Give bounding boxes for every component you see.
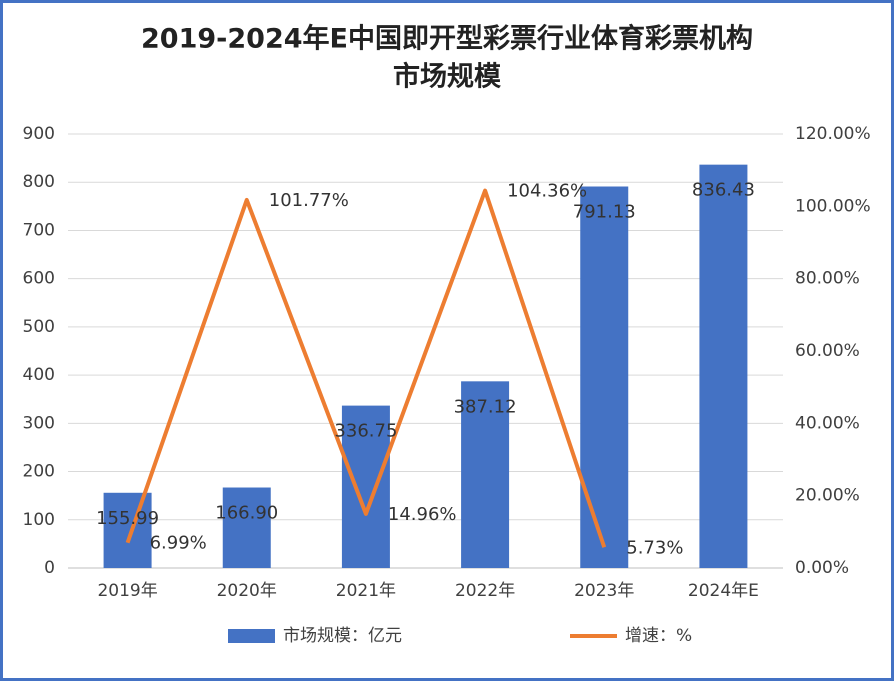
line-value-label: 6.99%: [150, 533, 207, 554]
bar-value-label: 155.99: [96, 508, 159, 529]
y-tick-label: 800: [23, 172, 55, 192]
bar: [699, 164, 748, 569]
y2-tick-label: 40.00%: [795, 413, 860, 433]
bar: [461, 381, 510, 568]
chart-title: 市场规模: [393, 61, 501, 93]
line-value-label: 101.77%: [269, 190, 349, 211]
legend-label: 市场规模：亿元: [283, 626, 402, 646]
y-tick-label: 600: [23, 269, 55, 289]
bar-value-label: 836.43: [692, 180, 755, 201]
bar: [222, 487, 271, 568]
line: [125, 188, 607, 548]
bar: [103, 492, 152, 568]
y-tick-label: 100: [23, 510, 55, 530]
bar-value-label: 336.75: [334, 421, 397, 442]
x-tick-label: 2024年E: [688, 581, 759, 601]
y2-tick-label: 20.00%: [795, 486, 860, 506]
y2-tick-label: 0.00%: [795, 558, 849, 578]
y-tick-label: 400: [23, 365, 55, 385]
bar-value-label: 387.12: [454, 396, 517, 417]
y-tick-label: 0: [44, 558, 55, 578]
line-value-label: 14.96%: [388, 504, 457, 525]
line-value-label: 5.73%: [626, 537, 683, 558]
bar: [580, 186, 629, 569]
y-tick-label: 500: [23, 317, 55, 337]
y-tick-label: 200: [23, 462, 55, 482]
x-tick-label: 2023年: [574, 581, 634, 601]
bar: [341, 405, 390, 568]
bar-value-label: 791.13: [573, 201, 636, 222]
chart-title: 2019-2024年E中国即开型彩票行业体育彩票机构: [141, 23, 753, 55]
line-value-label: 104.36%: [507, 181, 587, 202]
x-tick-label: 2021年: [336, 581, 396, 601]
y-tick-label: 700: [23, 220, 55, 240]
x-tick-label: 2022年: [455, 581, 515, 601]
y-tick-label: 900: [23, 124, 55, 144]
y2-tick-label: 100.00%: [795, 196, 871, 216]
y2-tick-label: 60.00%: [795, 341, 860, 361]
legend-swatch: [228, 629, 275, 643]
x-tick-label: 2020年: [217, 581, 277, 601]
y-tick-label: 300: [23, 413, 55, 433]
legend-label: 增速：%: [625, 626, 692, 646]
y2-tick-label: 80.00%: [795, 269, 860, 289]
y2-tick-label: 120.00%: [795, 124, 871, 144]
x-tick-label: 2019年: [97, 581, 157, 601]
bar-value-label: 166.90: [215, 503, 278, 524]
